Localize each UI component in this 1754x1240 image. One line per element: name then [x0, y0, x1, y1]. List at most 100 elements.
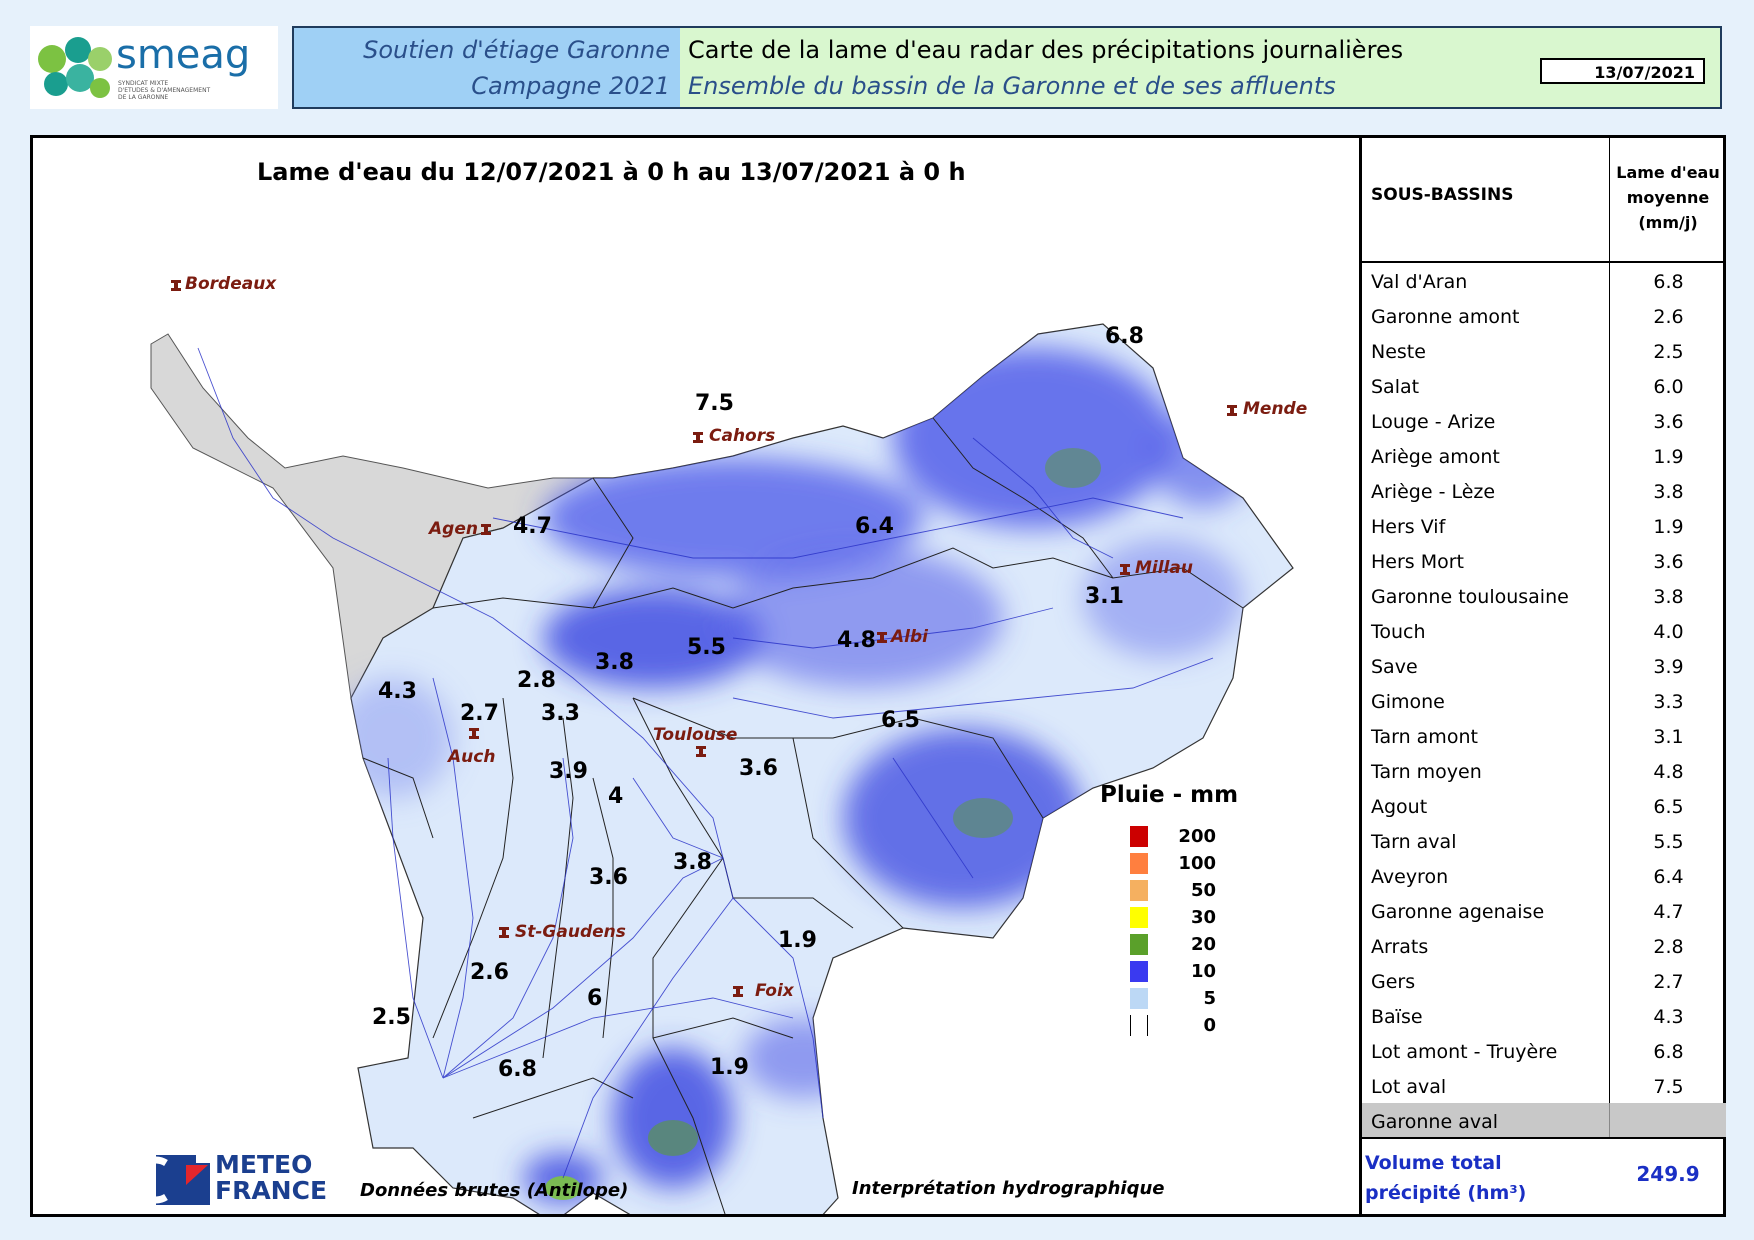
table-row: Agout 6.5	[1371, 796, 1684, 818]
header-bar: Soutien d'étiage Garonne Campagne 2021 C…	[292, 26, 1722, 109]
legend-value-200: 200	[1178, 826, 1216, 847]
legend-value-20: 20	[1190, 934, 1216, 955]
basin-value-garonne-toulousaine: 3.8	[595, 650, 634, 675]
table-row: Garonne toulousaine 3.8	[1371, 586, 1684, 608]
city-millau: Millau	[1135, 558, 1193, 578]
basin-value-hers-vif: 1.9	[778, 928, 817, 953]
basin-value-ariege-leze: 3.8	[673, 850, 712, 875]
basin-value-louge-arize: 3.6	[589, 865, 628, 890]
table-highlight-divider	[1609, 1103, 1610, 1137]
table-row: Lot amont - Truyère 6.8	[1371, 1041, 1684, 1063]
city-auch: Auch	[448, 747, 496, 767]
basin-value-baise: 4.3	[378, 679, 417, 704]
basin-value-gers: 2.7	[460, 701, 499, 726]
smeag-logo: smeag SYNDICAT MIXTE D'ETUDES & D'AMENAG…	[30, 26, 278, 109]
basin-value-lot-aval: 7.5	[695, 391, 734, 416]
legend-value-50: 50	[1190, 880, 1216, 901]
basin-value-arrats: 2.8	[517, 668, 556, 693]
footer-raw-data-note: Données brutes (Antilope)	[360, 1180, 629, 1201]
header-map-title: Carte de la lame d'eau radar des précipi…	[688, 36, 1404, 64]
legend-swatch-5	[1130, 988, 1148, 1009]
city-bordeaux: Bordeaux	[185, 274, 277, 294]
sub-basin-table: SOUS-BASSINS Lame d'eau moyenne (mm/j) V…	[1359, 135, 1726, 1217]
table-row: Aveyron 6.4	[1371, 866, 1684, 888]
total-volume-label: Volume total précipité (hm³)	[1365, 1152, 1527, 1204]
table-header-divider	[1359, 261, 1726, 263]
basin-value-gimone: 3.3	[541, 701, 580, 726]
table-row: Touch 4.0	[1371, 621, 1684, 643]
smeag-logo-text: smeag	[116, 32, 251, 78]
basin-value-save: 3.9	[549, 759, 588, 784]
header-campaign-year: Campagne 2021	[471, 72, 670, 100]
city-agen: Agen	[429, 519, 478, 539]
meteo-france-logo-text: METEO FRANCE	[215, 1150, 328, 1205]
table-row: Hers Mort 3.6	[1371, 551, 1684, 573]
table-row: Gimone 3.3	[1371, 691, 1684, 713]
table-row: Lot aval 7.5	[1371, 1076, 1684, 1098]
basin-value-garonne-agenaise: 4.7	[513, 514, 552, 539]
table-header-sub-basins: SOUS-BASSINS	[1371, 185, 1514, 205]
legend-swatch-0	[1130, 1015, 1148, 1036]
map-frame: Lame d'eau du 12/07/2021 à 0 h au 13/07/…	[30, 135, 1726, 1217]
table-row: Ariège amont 1.9	[1371, 446, 1684, 468]
table-row: Arrats 2.8	[1371, 936, 1684, 958]
legend-value-100: 100	[1178, 853, 1216, 874]
legend-swatch-30	[1130, 907, 1148, 928]
table-row: Ariège - Lèze 3.8	[1371, 481, 1684, 503]
city-st-gaudens: St-Gaudens	[515, 922, 626, 942]
table-row: Gers 2.7	[1371, 971, 1684, 993]
smeag-logo-subtitle: SYNDICAT MIXTE D'ETUDES & D'AMENAGEMENT …	[118, 80, 211, 101]
smeag-logo-mark	[38, 37, 112, 98]
river-network	[197, 347, 1214, 1179]
table-row: Save 3.9	[1371, 656, 1684, 678]
basin-map	[150, 323, 1294, 1214]
table-row: Tarn amont 3.1	[1371, 726, 1684, 748]
legend-swatch-10	[1130, 961, 1148, 982]
legend-value-10: 10	[1190, 961, 1216, 982]
legend-value-0: 0	[1203, 1015, 1216, 1036]
legend-swatch-50	[1130, 880, 1148, 901]
total-volume-value: 249.9	[1636, 1162, 1700, 1186]
basin-value-tarn-moyen: 4.8	[837, 628, 876, 653]
basin-value-tarn-amont: 3.1	[1085, 584, 1124, 609]
meteo-france-icon	[156, 1155, 210, 1205]
table-row: Hers Vif 1.9	[1371, 516, 1684, 538]
header-map-subtitle: Ensemble du bassin de la Garonne et de s…	[688, 72, 1336, 100]
city-foix: Foix	[755, 981, 794, 1001]
legend-value-30: 30	[1190, 907, 1216, 928]
legend-swatch-20	[1130, 934, 1148, 955]
table-left-border	[1359, 135, 1362, 1217]
legend-swatch-200	[1130, 826, 1148, 847]
city-marker-icons	[171, 280, 1237, 997]
table-row: Garonne amont 2.6	[1371, 306, 1684, 328]
heavy-rain-patches	[545, 448, 1101, 1200]
city-markers	[171, 280, 1237, 997]
table-row: Tarn moyen 4.8	[1371, 761, 1684, 783]
table-total-divider	[1359, 1137, 1726, 1139]
city-cahors: Cahors	[709, 426, 776, 446]
table-header-mean-depth: Lame d'eau moyenne (mm/j)	[1616, 163, 1720, 232]
table-row: Val d'Aran 6.8	[1371, 271, 1684, 293]
basin-value-lot-amont: 6.8	[1105, 324, 1144, 349]
basin-value-tarn-aval: 5.5	[687, 635, 726, 660]
footer-interpretation-note: Interprétation hydrographique	[852, 1178, 1165, 1199]
table-row: Louge - Arize 3.6	[1371, 411, 1684, 433]
table-row: Tarn aval 5.5	[1371, 831, 1684, 853]
legend-title: Pluie - mm	[1100, 782, 1239, 808]
legend-value-5: 5	[1203, 988, 1216, 1009]
city-mende: Mende	[1243, 399, 1308, 419]
basin-value-touch: 4	[608, 784, 624, 809]
basin-value-salat: 6	[587, 986, 603, 1011]
table-row: Baïse 4.3	[1371, 1006, 1684, 1028]
header-campaign-title: Soutien d'étiage Garonne	[363, 36, 670, 64]
basin-value-val-daran: 6.8	[498, 1057, 537, 1082]
table-row-highlight	[1362, 1103, 1726, 1137]
basin-value-agout: 6.5	[881, 708, 920, 733]
city-albi: Albi	[891, 627, 928, 647]
header-date: 13/07/2021	[1540, 58, 1705, 84]
legend-swatch-100	[1130, 853, 1148, 874]
basin-value-aveyron: 6.4	[855, 514, 894, 539]
rainfall-field	[333, 348, 1253, 1203]
basin-value-hers-mort: 3.6	[739, 756, 778, 781]
table-row-garonne-aval: Garonne aval	[1371, 1111, 1499, 1133]
